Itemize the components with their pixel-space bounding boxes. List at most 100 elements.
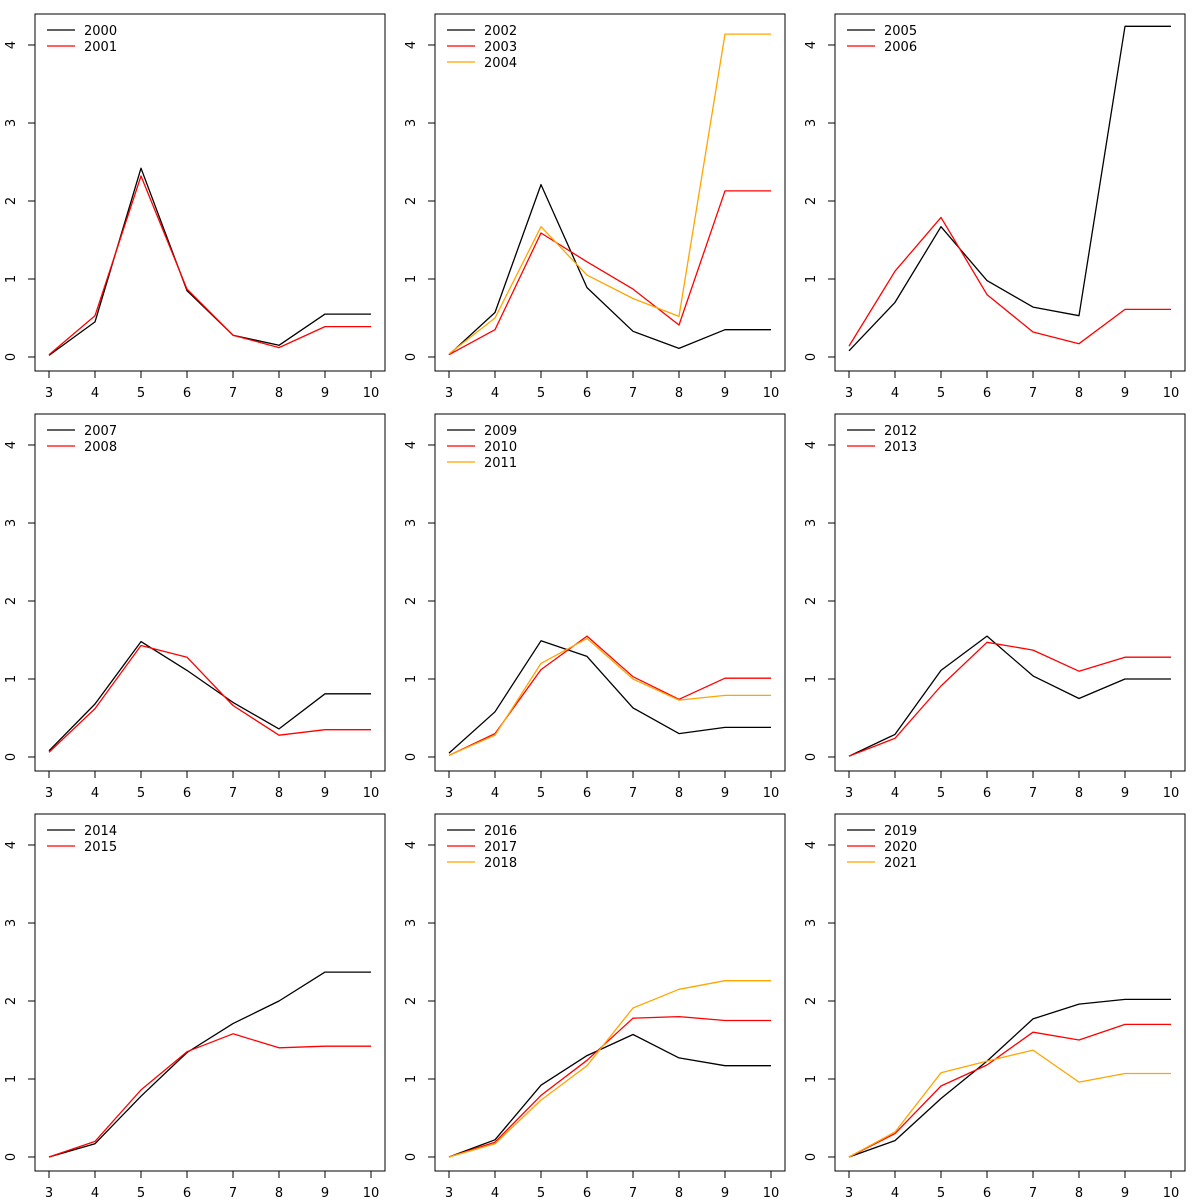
y-tick-label: 0 <box>404 353 419 361</box>
x-tick-label: 6 <box>983 386 991 401</box>
y-tick-label: 3 <box>4 519 19 527</box>
x-tick-label: 9 <box>321 786 329 801</box>
x-tick-label: 5 <box>537 786 545 801</box>
legend-label: 2005 <box>884 24 917 39</box>
x-tick-label: 10 <box>1163 386 1180 401</box>
x-tick-label: 5 <box>137 786 145 801</box>
y-tick-label: 2 <box>804 597 819 605</box>
series-line-2021 <box>848 1049 1171 1158</box>
x-tick-label: 4 <box>491 786 499 801</box>
x-tick-label: 5 <box>137 386 145 401</box>
y-tick-label: 3 <box>804 919 819 927</box>
y-tick-label: 4 <box>4 441 19 449</box>
x-tick-label: 9 <box>321 386 329 401</box>
y-tick-label: 4 <box>404 841 419 849</box>
x-tick-label: 6 <box>983 786 991 801</box>
legend-label: 2012 <box>884 424 917 439</box>
x-tick-label: 6 <box>183 1186 191 1200</box>
series-line-2002 <box>448 183 771 356</box>
y-tick-label: 4 <box>4 41 19 49</box>
x-tick-label: 4 <box>91 386 99 401</box>
x-tick-label: 6 <box>983 1186 991 1200</box>
x-tick-label: 8 <box>675 1186 683 1200</box>
y-tick-label: 4 <box>804 41 819 49</box>
y-tick-label: 0 <box>4 753 19 761</box>
plot-frame <box>34 13 386 372</box>
series-line-2016 <box>448 1033 771 1158</box>
plot-frame <box>834 413 1186 772</box>
y-tick-label: 1 <box>4 275 19 283</box>
series-line-2019 <box>848 998 1171 1158</box>
legend-label: 2021 <box>884 856 917 871</box>
x-tick-label: 3 <box>845 786 853 801</box>
x-tick-label: 4 <box>491 1186 499 1200</box>
y-tick-label: 2 <box>804 997 819 1005</box>
x-tick-label: 3 <box>45 1186 53 1200</box>
y-tick-label: 4 <box>804 441 819 449</box>
legend-label: 2003 <box>484 40 517 55</box>
series-line-2013 <box>848 641 1171 757</box>
x-tick-label: 5 <box>537 1186 545 1200</box>
legend-label: 2009 <box>484 424 517 439</box>
y-tick-label: 1 <box>4 1075 19 1083</box>
series-line-2004 <box>448 33 771 355</box>
y-tick-label: 2 <box>404 997 419 1005</box>
y-tick-label: 3 <box>4 919 19 927</box>
series-line-2005 <box>848 25 1171 352</box>
series-line-2003 <box>448 190 771 356</box>
series-line-2006 <box>848 216 1171 347</box>
x-tick-label: 7 <box>229 386 237 401</box>
x-tick-label: 3 <box>845 386 853 401</box>
legend-label: 2018 <box>484 856 517 871</box>
plot-frame <box>34 413 386 772</box>
x-tick-label: 7 <box>629 1186 637 1200</box>
plot-frame <box>834 13 1186 372</box>
y-tick-label: 3 <box>804 519 819 527</box>
x-tick-label: 3 <box>445 1186 453 1200</box>
plot-frame <box>434 413 786 772</box>
series-line-2017 <box>448 1015 771 1158</box>
y-tick-label: 3 <box>404 919 419 927</box>
series-line-2018 <box>448 980 771 1158</box>
y-tick-label: 4 <box>4 841 19 849</box>
y-tick-label: 3 <box>404 119 419 127</box>
legend-label: 2014 <box>84 824 117 839</box>
plot-frame <box>34 813 386 1172</box>
legend-label: 2001 <box>84 40 117 55</box>
x-tick-label: 9 <box>721 386 729 401</box>
plot-frame <box>834 813 1186 1172</box>
legend-label: 2019 <box>884 824 917 839</box>
x-tick-label: 10 <box>763 1186 780 1200</box>
x-tick-label: 5 <box>937 786 945 801</box>
series-line-2020 <box>848 1023 1171 1158</box>
series-line-2011 <box>448 637 771 756</box>
y-tick-label: 0 <box>4 353 19 361</box>
x-tick-label: 4 <box>891 786 899 801</box>
y-tick-label: 2 <box>4 997 19 1005</box>
x-tick-label: 8 <box>1075 386 1083 401</box>
x-tick-label: 8 <box>1075 1186 1083 1200</box>
legend-label: 2007 <box>84 424 117 439</box>
x-tick-label: 3 <box>45 786 53 801</box>
y-tick-label: 1 <box>804 1075 819 1083</box>
y-tick-label: 1 <box>404 675 419 683</box>
y-tick-label: 0 <box>4 1153 19 1161</box>
legend-label: 2000 <box>84 24 117 39</box>
x-tick-label: 6 <box>583 1186 591 1200</box>
x-tick-label: 7 <box>229 786 237 801</box>
x-tick-label: 6 <box>183 786 191 801</box>
x-tick-label: 5 <box>537 386 545 401</box>
y-tick-label: 3 <box>804 119 819 127</box>
y-tick-label: 0 <box>404 753 419 761</box>
x-tick-label: 7 <box>1029 386 1037 401</box>
y-tick-label: 4 <box>404 441 419 449</box>
legend-label: 2013 <box>884 440 917 455</box>
series-line-2001 <box>48 175 371 356</box>
x-tick-label: 5 <box>937 386 945 401</box>
